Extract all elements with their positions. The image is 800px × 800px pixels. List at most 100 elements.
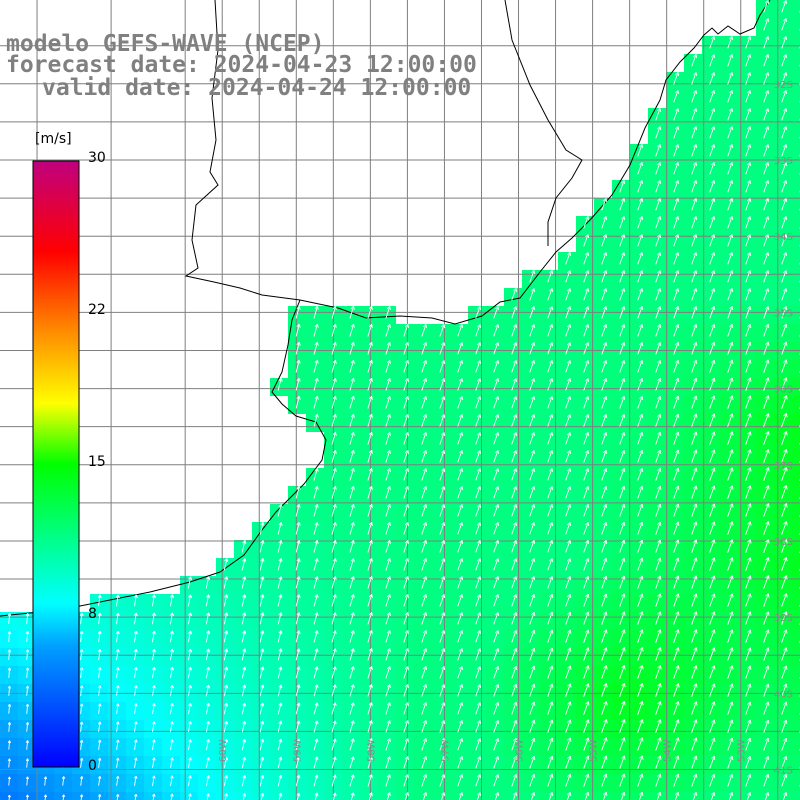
- wind-arrow: [493, 540, 500, 553]
- speed-cell: [792, 558, 800, 576]
- colorbar-tick-22: 22: [88, 302, 106, 318]
- wind-arrow: [421, 719, 428, 733]
- wind-arrow: [691, 234, 698, 247]
- wind-arrow: [637, 144, 644, 157]
- wind-arrow: [457, 360, 464, 373]
- wind-arrow: [313, 648, 319, 661]
- wind-arrow: [511, 647, 518, 661]
- wind-arrow: [745, 359, 752, 373]
- wind-arrow: [475, 648, 482, 661]
- wind-arrow: [727, 431, 734, 445]
- wind-arrow: [745, 737, 752, 751]
- wind-arrow: [421, 611, 428, 625]
- wind-arrow: [205, 666, 211, 679]
- wind-arrow: [709, 485, 716, 499]
- wind-arrow: [763, 575, 770, 589]
- wind-arrow: [439, 648, 446, 661]
- wind-arrow: [116, 793, 120, 800]
- wind-arrow: [727, 341, 734, 355]
- wind-arrow: [385, 774, 391, 787]
- wind-arrow: [475, 504, 482, 517]
- wind-arrow: [295, 558, 301, 571]
- wind-arrow: [439, 504, 446, 517]
- wind-arrow: [403, 702, 409, 715]
- wind-arrow: [619, 719, 626, 733]
- wind-arrow: [583, 522, 590, 535]
- wind-arrow: [619, 252, 626, 265]
- wind-arrow: [565, 647, 572, 661]
- speed-cell: [522, 792, 540, 800]
- wind-arrow: [511, 558, 518, 571]
- wind-arrow: [781, 108, 788, 121]
- wind-arrow: [187, 703, 192, 715]
- wind-arrow: [763, 198, 770, 211]
- wind-arrow: [475, 378, 482, 391]
- wind-arrow: [277, 576, 283, 589]
- wind-arrow: [691, 323, 698, 337]
- wind-arrow: [547, 486, 554, 499]
- wind-arrow: [691, 701, 698, 715]
- wind-arrow: [565, 450, 572, 463]
- speed-cell: [792, 756, 800, 774]
- wind-arrow: [457, 738, 464, 751]
- wind-arrow: [475, 414, 482, 427]
- speed-cell: [792, 54, 800, 72]
- wind-arrow: [637, 341, 644, 355]
- wind-arrow: [727, 252, 734, 265]
- speed-cell: [450, 792, 468, 800]
- wind-arrow: [475, 720, 482, 733]
- wind-arrow: [116, 775, 120, 786]
- wind-arrow: [152, 648, 156, 661]
- wind-arrow: [745, 755, 752, 769]
- speed-cell: [720, 792, 738, 800]
- wind-arrow: [421, 593, 428, 607]
- wind-arrow: [223, 558, 229, 571]
- wind-arrow: [583, 378, 590, 391]
- wind-arrow: [134, 721, 138, 733]
- wind-arrow: [583, 575, 590, 589]
- wind-arrow: [547, 324, 554, 337]
- lat-label: 37S: [774, 461, 793, 472]
- wind-arrow: [601, 306, 608, 319]
- wind-arrow: [43, 794, 48, 800]
- wind-arrow: [385, 756, 391, 769]
- wind-arrow: [511, 360, 518, 373]
- wind-arrow: [457, 666, 464, 679]
- wind-arrow: [493, 306, 500, 319]
- wind-arrow: [601, 503, 608, 517]
- wind-arrow: [763, 252, 770, 265]
- wind-arrow: [709, 234, 716, 247]
- wind-arrow: [61, 794, 66, 800]
- wind-arrow: [619, 593, 626, 607]
- wind-arrow: [781, 773, 788, 787]
- speed-cell: [792, 792, 800, 800]
- wind-arrow: [385, 449, 391, 463]
- wind-arrow: [529, 773, 536, 787]
- wind-arrow: [421, 413, 428, 427]
- wind-arrow: [403, 503, 410, 517]
- wind-arrow: [709, 341, 716, 355]
- wind-arrow: [403, 720, 409, 733]
- wind-arrow: [673, 521, 680, 535]
- wind-arrow: [97, 721, 102, 732]
- wind-arrow: [691, 737, 698, 751]
- wind-arrow: [637, 270, 644, 283]
- wind-arrow: [673, 629, 680, 643]
- wind-arrow: [367, 467, 373, 481]
- wind-arrow: [764, 791, 770, 800]
- wind-arrow: [457, 522, 464, 535]
- wind-arrow: [151, 612, 156, 625]
- speed-cell: [792, 216, 800, 234]
- wind-arrow: [134, 793, 138, 800]
- wind-arrow: [781, 377, 788, 391]
- wind-arrow: [439, 360, 446, 373]
- wind-arrow: [349, 467, 355, 481]
- wind-arrow: [421, 431, 428, 445]
- wind-arrow: [457, 702, 464, 715]
- wind-arrow: [97, 757, 102, 768]
- speed-cell: [342, 792, 360, 800]
- wind-arrow: [385, 341, 391, 355]
- wind-arrow: [673, 593, 680, 607]
- wind-arrow: [745, 252, 752, 265]
